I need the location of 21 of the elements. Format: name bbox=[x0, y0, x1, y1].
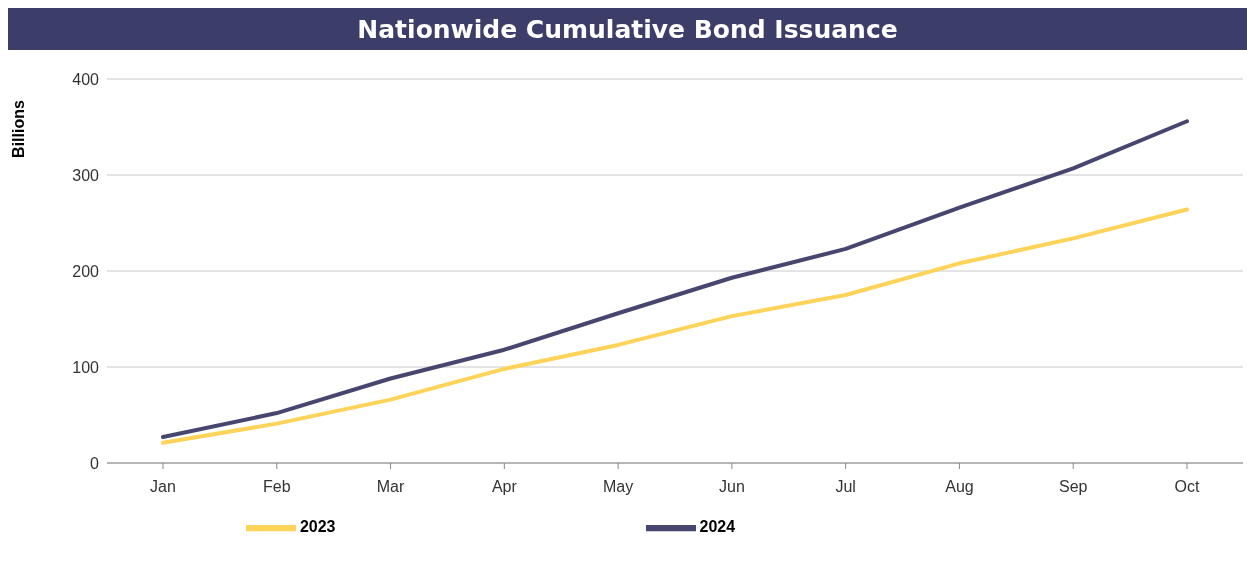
x-tick-label: Sep bbox=[1058, 478, 1088, 496]
y-axis-title: Billions bbox=[10, 100, 28, 158]
line-series bbox=[161, 119, 1189, 440]
x-tick-label: Mar bbox=[376, 478, 405, 496]
x-tick-label: May bbox=[602, 478, 634, 496]
y-tick-label: 400 bbox=[72, 70, 100, 88]
x-tick-label: Feb bbox=[262, 478, 291, 496]
y-tick-label: 200 bbox=[72, 262, 100, 280]
y-tick-label: 100 bbox=[72, 358, 100, 376]
x-tick-label: Jul bbox=[835, 478, 856, 496]
x-tick-label: Jun bbox=[718, 478, 745, 496]
x-tick-label: Apr bbox=[491, 478, 518, 496]
chart-title: Nationwide Cumulative Bond Issuance bbox=[8, 8, 1247, 50]
x-tick-label: Aug bbox=[945, 478, 974, 496]
legend-label: 2024 bbox=[699, 518, 736, 536]
x-tick-label: Jan bbox=[150, 478, 176, 496]
legend-label: 2023 bbox=[299, 518, 336, 536]
line-series bbox=[161, 207, 1189, 445]
y-tick-label: 300 bbox=[72, 166, 100, 184]
y-tick-label: 0 bbox=[90, 454, 100, 472]
x-tick-label: Oct bbox=[1174, 478, 1200, 496]
